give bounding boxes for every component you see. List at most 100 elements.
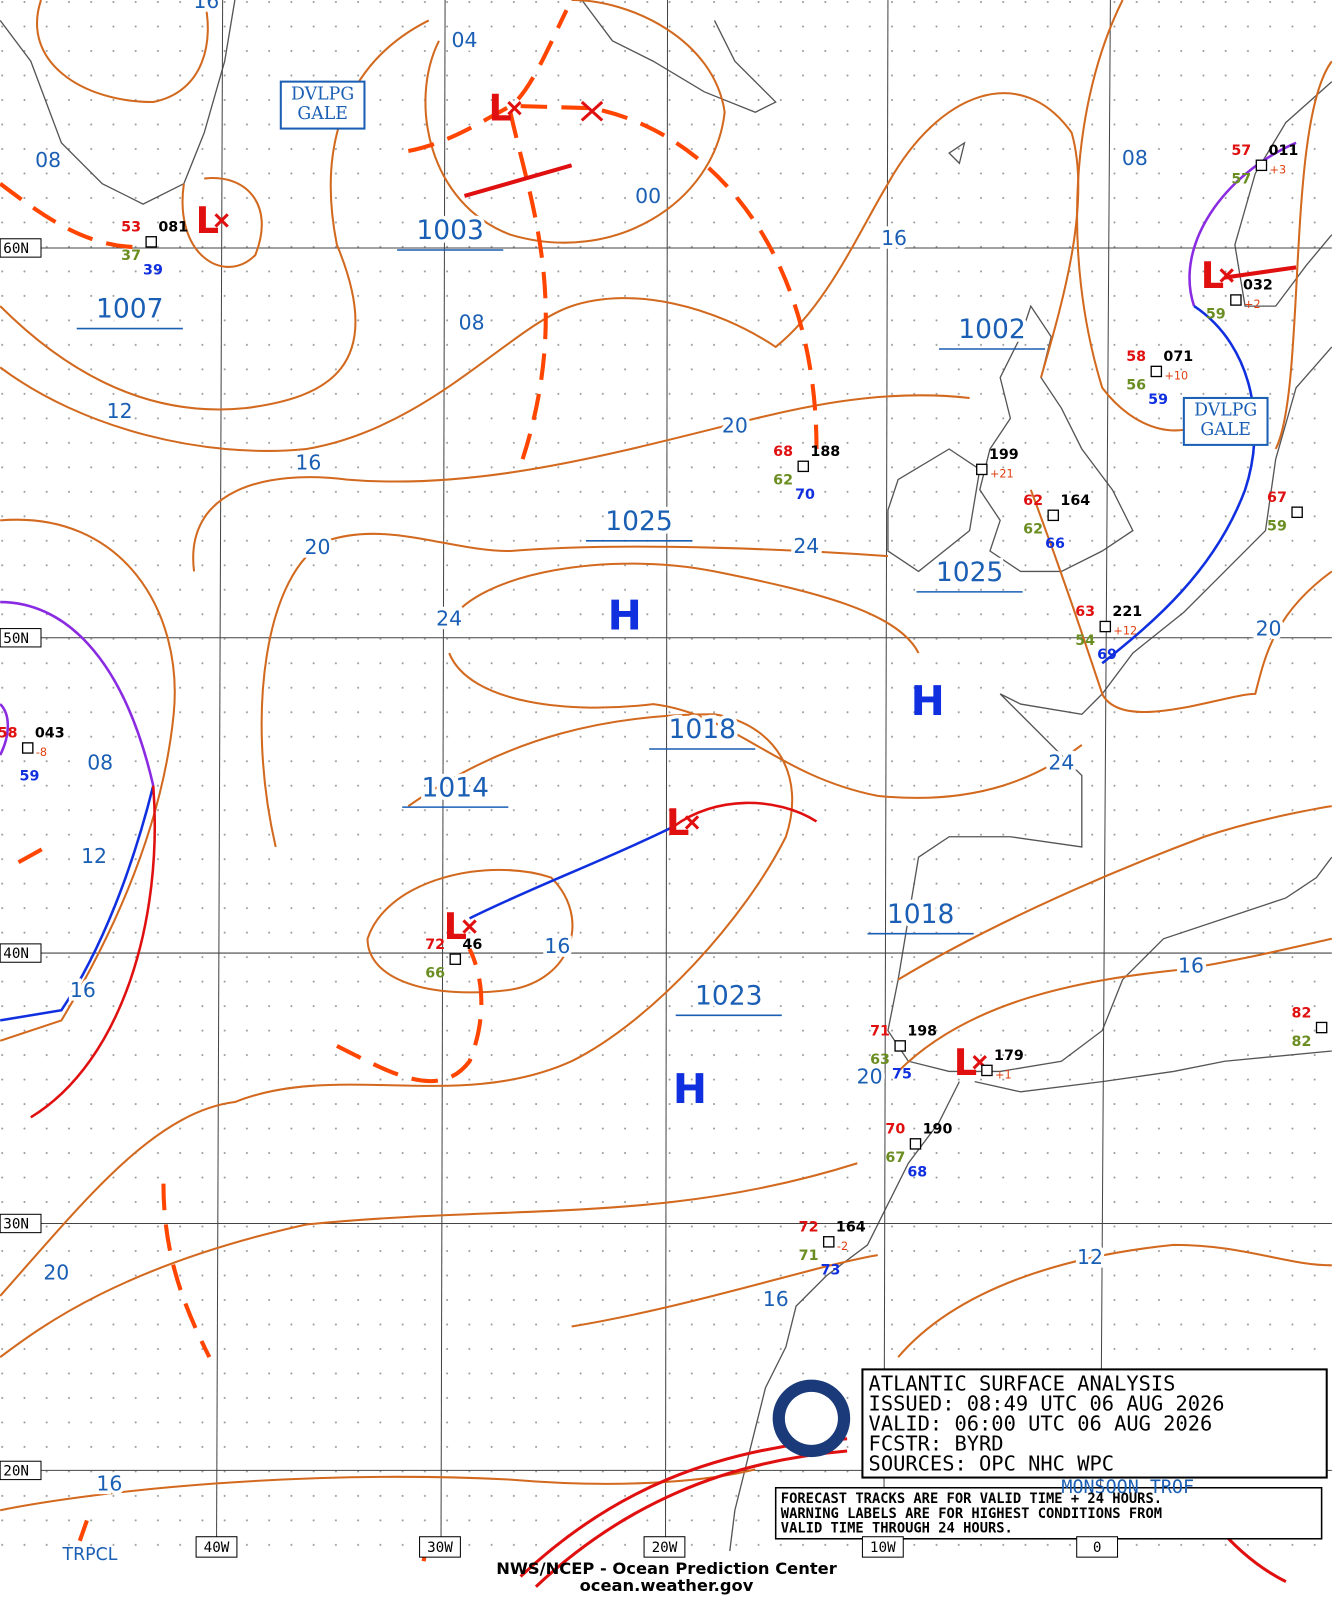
station-symbol [797,460,810,473]
station-pressure: 221 [1112,604,1142,620]
isobar-label: 12 [1077,1245,1103,1269]
lon-label-box [643,1536,686,1558]
isobar [366,868,574,994]
isobar [0,1468,756,1512]
isobar-label: 08 [87,750,113,774]
isobar [192,394,970,572]
isobar [897,805,1332,1073]
station-dewpoint: 63 [870,1052,890,1068]
lon-label-box [419,1536,461,1558]
central-pressure: 1014 [422,772,489,803]
isobar-label: 04 [451,28,477,52]
isobar-label: 20 [1256,617,1282,641]
station-symbol [21,742,34,754]
motion-arrow [463,163,573,198]
station-symbol [822,1236,835,1248]
station-temp: 82 [1292,1005,1312,1021]
station-pressure: 199 [989,447,1019,463]
lon-line [883,0,889,1552]
central-pressure: 1007 [96,294,163,325]
station-dewpoint: 71 [799,1248,819,1264]
lat-label-box [0,238,42,258]
lon-line [664,0,669,1552]
central-pressure: 1025 [936,557,1003,588]
isobar [0,1162,858,1358]
note-line: VALID TIME THROUGH 24 HOURS. [781,1521,1013,1537]
station-dewpoint: 62 [773,473,793,489]
station-symbol [1099,620,1112,633]
station-temp: 67 [1267,490,1287,506]
station-value: 59 [20,769,40,785]
feature-label: TRPCL [62,1545,118,1565]
occluded-front [1188,141,1297,307]
warning-text: GALE [1200,420,1251,440]
station-dewpoint: 66 [425,965,445,981]
motion-arrow [1224,265,1297,280]
low-x [462,919,477,934]
station-symbol [894,1040,906,1052]
lon-label-box [1076,1536,1119,1558]
low-x [684,815,700,830]
info-line: ATLANTIC SURFACE ANALYSIS [869,1372,1176,1396]
lon-label: 10W [870,1540,896,1556]
isobar [571,1243,1332,1358]
station-dewpoint: 82 [1292,1034,1312,1050]
lat-label-box [0,1460,42,1481]
station-tendency: +2 [1244,298,1261,311]
trough [0,182,133,249]
lat-label-box [0,943,42,963]
isobar [1029,489,1332,713]
station-temp: 62 [1023,493,1043,509]
station-dewpoint: 56 [1126,378,1146,394]
greenland-coast [0,0,236,205]
station-symbol [981,1064,993,1077]
isobar-label: 12 [107,399,133,423]
central-pressure: 1025 [605,506,672,537]
isobar-label: 12 [81,844,107,868]
isobars [0,0,1332,1512]
station-pressure: 081 [158,220,188,236]
occluded-front [0,703,10,756]
station-temp: 72 [799,1220,819,1236]
isobar [0,713,794,1297]
low-center: L [1201,254,1224,297]
isobar [0,92,1080,452]
isobar-label: 16 [96,1472,122,1496]
graticule [0,0,1332,1552]
lat-label: 60N [3,241,29,257]
station-temp: 70 [885,1122,905,1138]
warning-text: GALE [297,104,348,124]
europe-coast [887,346,1332,1073]
low-x [507,100,522,116]
station-value: 39 [143,262,163,278]
isobar [448,562,1083,799]
isobar-label: 08 [459,310,485,334]
low-x [214,213,229,228]
station-pressure: 164 [1060,493,1090,509]
trough [407,9,569,154]
noaa-logo-inner [784,1391,838,1445]
station-value: 69 [1097,647,1117,663]
isobar-label: 20 [43,1260,69,1284]
station-pressure: 188 [810,444,840,460]
cold-front [0,785,155,1022]
station-temp: 58 [0,726,18,742]
isobar-label: 16 [193,0,219,13]
notes-box [774,1486,1323,1540]
isobar-label: 08 [35,148,61,172]
station-symbol [1150,365,1163,378]
lat-label-box [0,628,42,648]
station-dewpoint: 57 [1231,172,1251,188]
warm-front [30,785,157,1119]
low-center: L [196,199,219,242]
lon-label: 30W [427,1540,453,1556]
central-pressure: 1018 [668,714,735,745]
low-x [1219,268,1234,283]
station-temp: 72 [425,937,445,953]
trough-line [534,1449,848,1588]
station-dewpoint: 37 [121,248,141,264]
station-pressure: 46 [462,937,482,953]
station-value: 75 [892,1066,912,1082]
central-pressure: 1003 [416,215,483,246]
trough [520,104,819,449]
